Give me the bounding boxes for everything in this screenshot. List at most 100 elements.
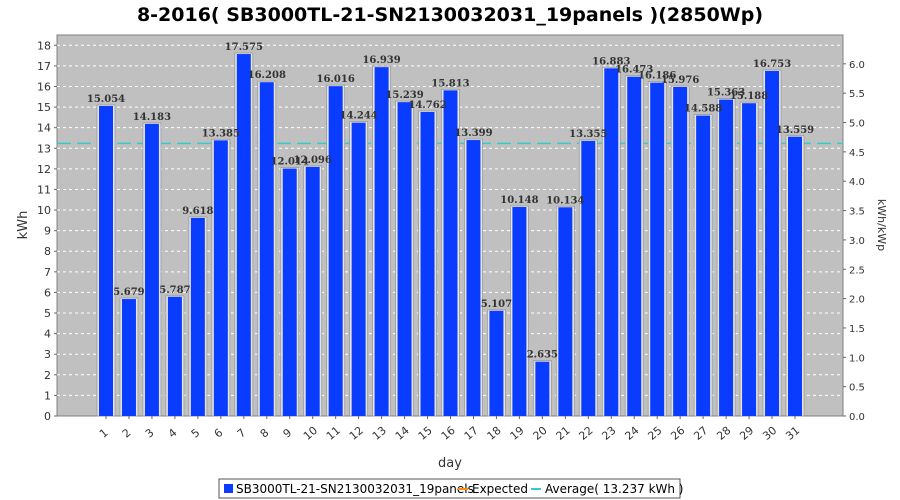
bar	[351, 122, 366, 416]
bar	[236, 54, 251, 417]
x-tick-label: 15	[416, 424, 435, 443]
x-tick-label: 24	[622, 424, 641, 443]
y-tick-label: 1	[44, 389, 51, 402]
bar	[535, 361, 550, 416]
bar-value-label: 14.762	[408, 100, 446, 111]
bar-value-label: 14.588	[684, 104, 722, 115]
bar-value-label: 16.208	[248, 70, 286, 81]
legend-expected-label: Expected	[472, 482, 528, 496]
bar	[788, 136, 802, 417]
bar-value-label: 15.363	[707, 88, 745, 99]
bar	[167, 296, 182, 416]
x-tick-label: 29	[737, 424, 756, 443]
y-tick-label: 14	[37, 122, 51, 135]
bar-value-label: 12.096	[294, 155, 332, 166]
bar	[512, 207, 527, 416]
y-tick-label: 11	[37, 183, 51, 196]
chart-title: 8-2016( SB3000TL-21-SN2130032031_19panel…	[137, 4, 763, 26]
x-tick-label: 6	[212, 426, 226, 440]
x-tick-label: 10	[301, 424, 320, 443]
y2-tick-label: 2.5	[849, 265, 865, 276]
bar-value-label: 15.976	[661, 75, 699, 86]
x-tick-label: 16	[439, 424, 458, 443]
x-tick-label: 28	[714, 424, 733, 443]
x-tick-label: 2	[120, 426, 134, 440]
bar	[259, 82, 274, 416]
y-tick-label: 9	[44, 225, 51, 238]
bar-value-label: 15.813	[431, 78, 469, 89]
bar-value-label: 14.244	[339, 111, 377, 122]
x-tick-label: 1	[97, 426, 111, 440]
bar	[121, 299, 136, 416]
bar-value-label: 10.134	[546, 195, 584, 206]
bar-value-label: 16.883	[592, 56, 630, 67]
bar	[650, 82, 665, 417]
bar	[466, 140, 481, 416]
x-tick-label: 23	[599, 424, 618, 443]
bar	[696, 115, 711, 417]
bar	[397, 102, 412, 417]
bar-value-label: 13.559	[776, 125, 814, 136]
bar	[673, 86, 688, 416]
bar-value-label: 5.679	[113, 287, 144, 298]
bar	[489, 310, 504, 416]
bar-value-label: 9.618	[182, 206, 213, 217]
y-tick-label: 2	[44, 369, 51, 382]
x-tick-label: 4	[166, 426, 180, 440]
x-tick-label: 19	[508, 424, 527, 443]
y-tick-label: 12	[37, 163, 51, 176]
y-tick-label: 5	[44, 307, 51, 320]
y-tick-label: 3	[44, 348, 51, 361]
x-tick-label: 12	[347, 424, 366, 443]
bar	[374, 67, 389, 416]
bar-value-labels: 15.054 5.679 14.183 5.787 9.618 13.385 17.575 1…	[87, 42, 814, 361]
y-tick-label: 7	[44, 266, 51, 279]
y2-tick-label: 3.5	[849, 207, 865, 218]
x-tick-label: 25	[645, 424, 664, 443]
bar	[604, 68, 619, 417]
x-tick-label: 21	[554, 424, 573, 443]
legend: SB3000TL-21-SN2130032031_19panels Expect…	[218, 478, 684, 499]
bar-value-label: 10.148	[500, 195, 538, 206]
bar	[742, 103, 757, 417]
bar-value-label: 15.188	[730, 91, 768, 102]
bar	[443, 90, 458, 416]
y2-tick-label: 1.0	[849, 353, 865, 364]
y2-tick-label: 4.5	[849, 148, 865, 159]
bar-value-label: 13.355	[569, 129, 607, 140]
x-tick-label: 11	[324, 424, 343, 443]
y-tick-label: 8	[44, 245, 51, 258]
y-tick-label: 10	[37, 204, 51, 217]
x-tick-label: 9	[281, 426, 295, 440]
y2-tick-label: 3.0	[849, 236, 865, 247]
bar	[765, 70, 780, 416]
bar	[144, 123, 159, 417]
y2-tick-label: 6.0	[849, 60, 865, 71]
y2-tick-label: 0.0	[849, 412, 865, 423]
y-tick-label: 16	[37, 80, 51, 93]
bar-value-label: 17.575	[225, 42, 263, 53]
x-axis: 1 2 3 4 5 6 7 8 9 10 11 12 13 14 15 16 17 18 19 20 21 22 23 24 2…	[97, 416, 802, 443]
y-tick-label: 18	[37, 39, 51, 52]
bar-series	[96, 52, 805, 417]
y2-tick-label: 5.0	[849, 119, 865, 130]
bar	[328, 86, 343, 416]
legend-average-label: Average( 13.237 kWh )	[545, 482, 684, 496]
x-tick-label: 20	[531, 424, 550, 443]
bar	[581, 140, 596, 417]
bar-value-label: 16.939	[362, 55, 400, 66]
x-tick-label: 26	[668, 424, 687, 443]
bar-value-label: 12.014	[271, 157, 309, 168]
bar	[558, 207, 573, 416]
bar-value-label: 15.054	[87, 94, 125, 105]
y2-tick-label: 2.0	[849, 295, 865, 306]
bar-value-label: 5.107	[481, 299, 512, 310]
y2-axis-label: kWh/kWp	[875, 199, 888, 251]
bar	[305, 166, 320, 416]
bar	[719, 99, 734, 417]
bar-value-label: 13.385	[202, 128, 240, 139]
y2-tick-label: 0.5	[849, 383, 865, 394]
y-tick-label: 4	[44, 328, 51, 341]
x-tick-label: 22	[577, 424, 596, 443]
